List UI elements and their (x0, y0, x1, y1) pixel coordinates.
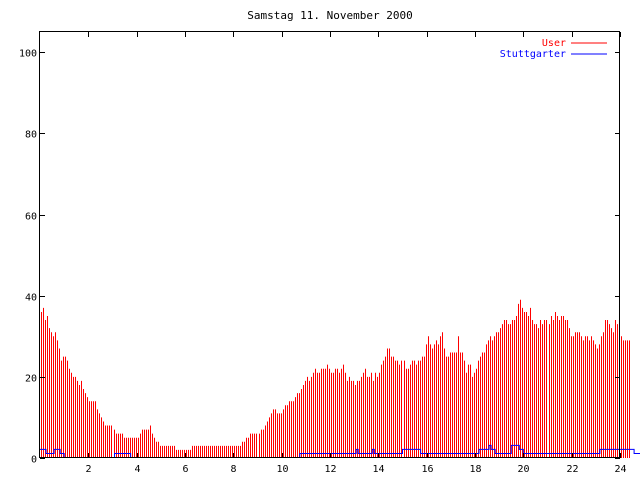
x-tick-label: 12 (324, 464, 336, 475)
legend-label-stuttgarter: Stuttgarter (500, 49, 566, 60)
y-tick-label: 20 (25, 374, 37, 385)
plot-frame (39, 31, 620, 458)
x-tick-label: 22 (566, 464, 578, 475)
x-tick-label: 16 (421, 464, 433, 475)
x-tick-label: 4 (134, 464, 140, 475)
y-tick-label: 0 (31, 455, 37, 466)
x-tick-label: 10 (276, 464, 288, 475)
x-tick-label: 6 (182, 464, 188, 475)
x-axis: 2 4 6 8 10 12 14 16 18 20 22 24 (85, 32, 627, 475)
y-axis: 0 20 40 60 80 100 (19, 49, 620, 466)
y-tick-label: 80 (25, 130, 37, 141)
x-tick-label: 14 (372, 464, 384, 475)
x-tick-label: 18 (469, 464, 481, 475)
x-tick-label: 8 (230, 464, 236, 475)
legend-label-user: User (542, 38, 566, 49)
x-tick-label: 24 (614, 464, 626, 475)
x-tick-label: 2 (85, 464, 91, 475)
chart-title: Samstag 11. November 2000 (247, 9, 413, 22)
y-tick-label: 40 (25, 293, 37, 304)
user-bars (41, 299, 630, 458)
legend: User Stuttgarter (500, 38, 607, 60)
x-tick-label: 20 (517, 464, 529, 475)
y-tick-label: 60 (25, 212, 37, 223)
y-tick-label: 100 (19, 49, 37, 60)
